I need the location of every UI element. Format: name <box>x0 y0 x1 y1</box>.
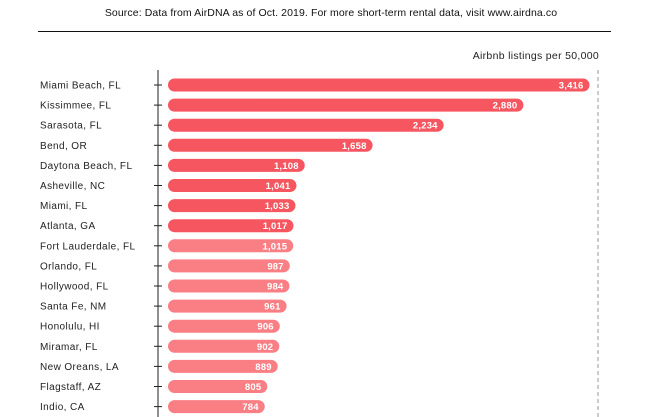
value-label: 984 <box>267 282 284 293</box>
header-divider <box>38 31 611 32</box>
value-label: 784 <box>242 402 259 413</box>
value-label: 1,041 <box>266 181 291 192</box>
bar <box>168 199 296 213</box>
category-label: Indio, CA <box>40 402 85 413</box>
value-label: 1,108 <box>274 161 299 172</box>
value-label: 805 <box>245 382 262 393</box>
category-label: Sarasota, FL <box>40 121 102 132</box>
value-label: 1,658 <box>342 141 367 152</box>
value-label: 902 <box>257 342 273 353</box>
bar <box>168 98 524 112</box>
category-label: Santa Fe, NM <box>40 302 107 313</box>
bar <box>168 179 297 192</box>
value-label: 1,017 <box>263 221 288 232</box>
value-label: 1,015 <box>262 241 287 252</box>
category-label: Hollywood, FL <box>40 282 109 293</box>
bar <box>168 259 290 273</box>
category-label: Fort Lauderdale, FL <box>40 241 135 252</box>
value-label: 3,416 <box>559 81 584 92</box>
category-label: Miami Beach, FL <box>40 81 121 92</box>
category-label: Honolulu, HI <box>40 322 100 333</box>
value-label: 1,033 <box>265 201 290 212</box>
value-label: 987 <box>267 261 283 272</box>
category-label: Miramar, FL <box>40 342 98 353</box>
source-note: Source: Data from AirDNA as of Oct. 2019… <box>104 7 558 19</box>
category-label: Bend, OR <box>40 141 87 152</box>
bar <box>168 158 305 172</box>
category-label: Daytona Beach, FL <box>40 161 132 172</box>
category-label: Kissimmee, FL <box>40 101 111 112</box>
bar <box>168 380 268 393</box>
bar <box>168 239 294 253</box>
category-label: Atlanta, GA <box>40 221 96 232</box>
value-label: 906 <box>257 322 273 333</box>
bar <box>168 118 444 132</box>
axis-unit-label: Airbnb listings per 50,000 <box>472 50 599 62</box>
value-label: 961 <box>264 302 281 313</box>
bar <box>168 319 280 333</box>
bar <box>168 279 290 293</box>
category-label: New Oreans, LA <box>40 362 119 373</box>
bar <box>168 339 280 353</box>
bar <box>168 219 294 233</box>
category-label: Miami, FL <box>40 201 88 212</box>
bar <box>168 359 278 373</box>
category-label: Flagstaff, AZ <box>40 382 101 393</box>
bar <box>168 78 590 92</box>
bar <box>168 299 287 313</box>
value-label: 2,880 <box>493 101 518 112</box>
category-label: Asheville, NC <box>40 181 105 192</box>
bar <box>168 400 265 414</box>
value-label: 2,234 <box>413 121 438 132</box>
bar <box>168 138 373 152</box>
category-label: Orlando, FL <box>40 261 97 272</box>
value-label: 889 <box>255 362 271 373</box>
